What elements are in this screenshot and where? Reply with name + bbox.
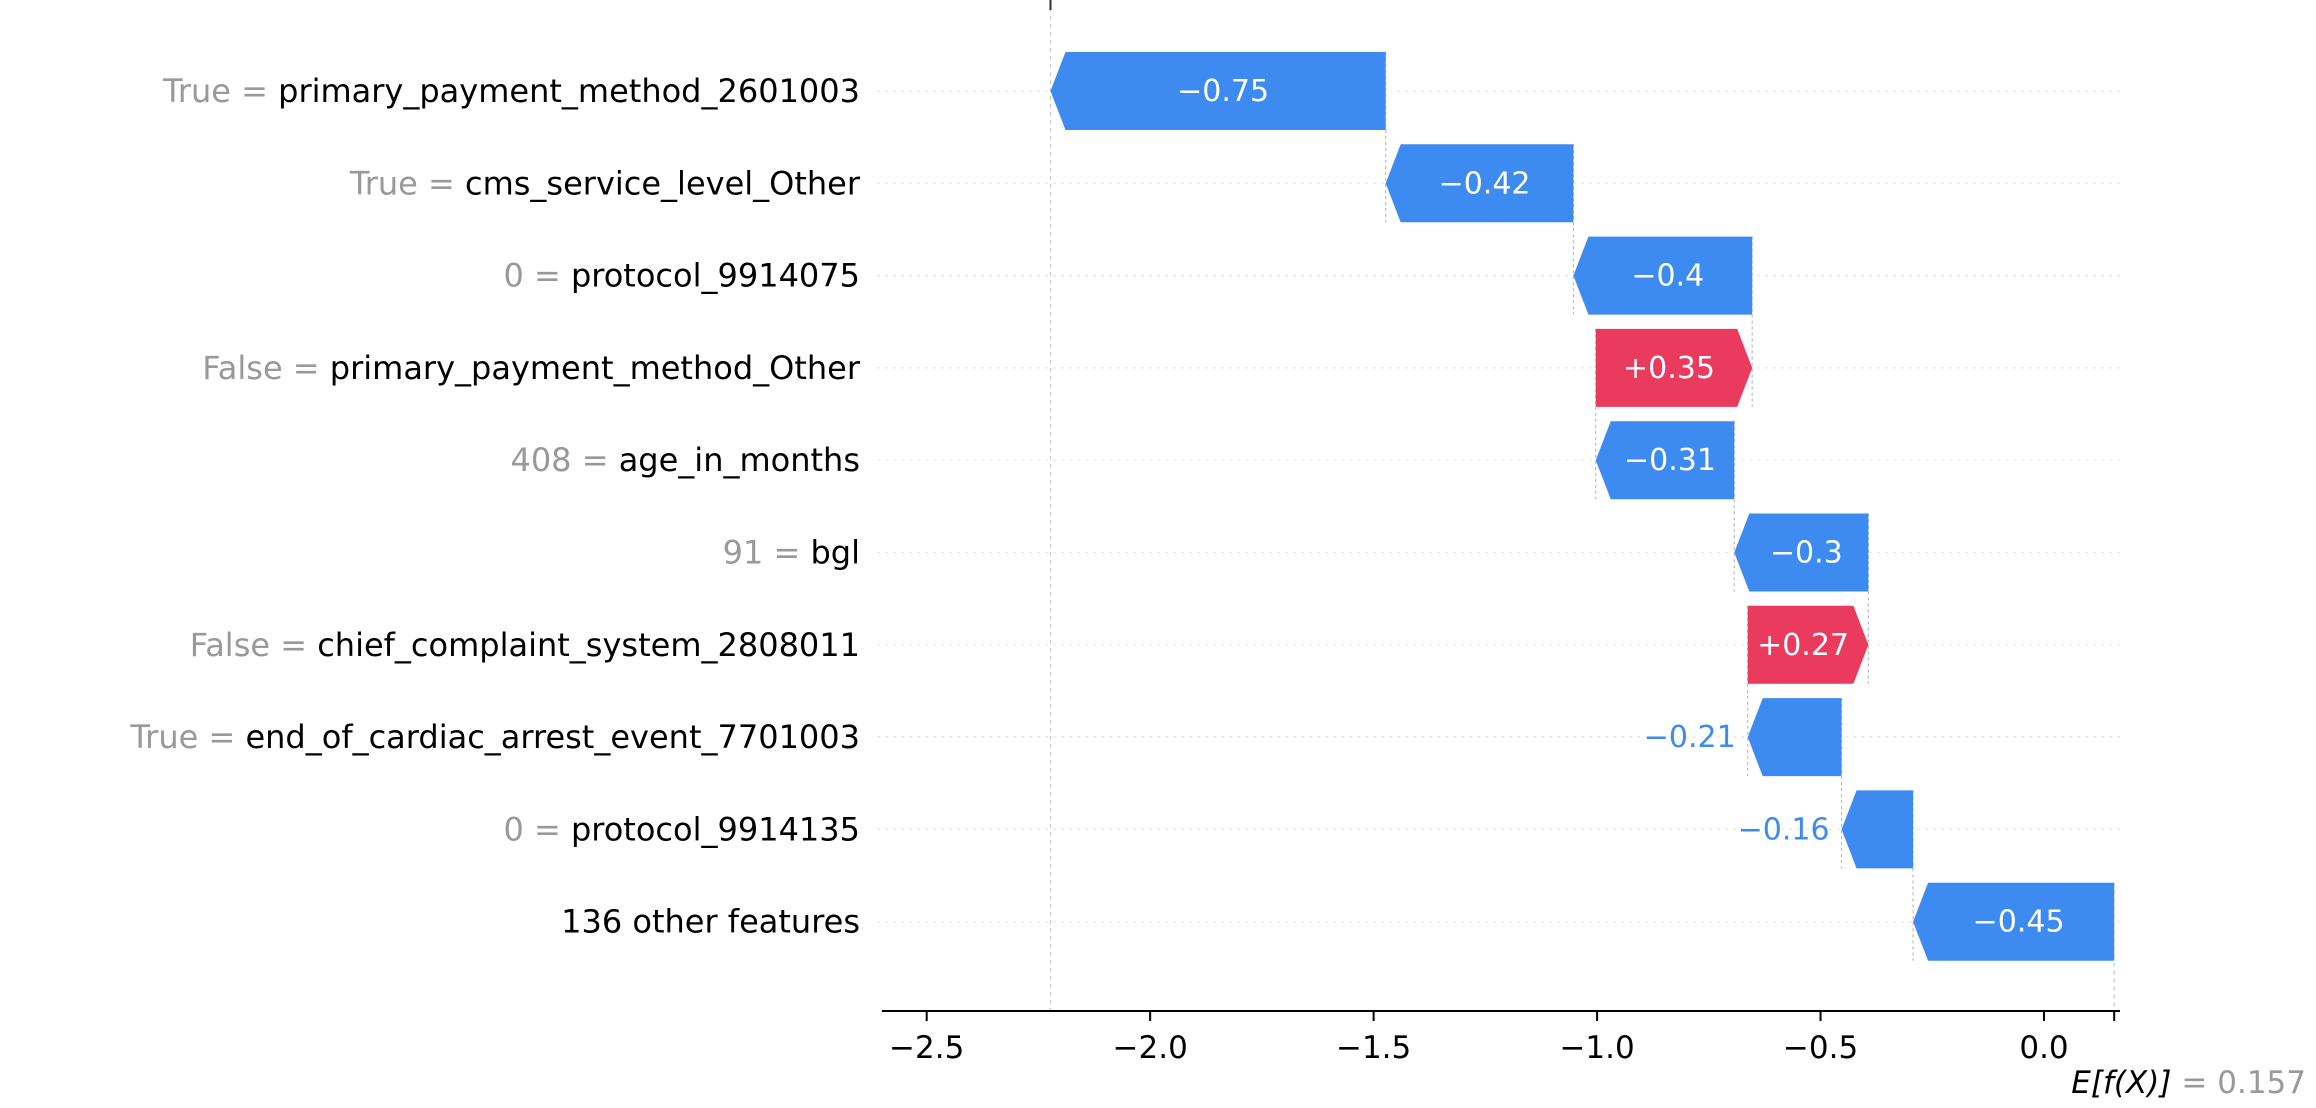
bar-value-label: −0.75 — [1177, 74, 1269, 109]
feature-name: cms_service_level_Other — [465, 164, 861, 202]
equals-sign: = — [231, 72, 278, 110]
feature-name: primary_payment_method_Other — [330, 349, 861, 387]
negative-bar — [1050, 52, 1386, 130]
x-tick-label: −2.5 — [889, 1030, 964, 1066]
feature-value: False — [202, 349, 282, 387]
feature-name: end_of_cardiac_arrest_event_7701003 — [245, 718, 860, 756]
positive-bar — [1595, 328, 1753, 407]
bar-value-label: −0.31 — [1624, 443, 1716, 478]
labels: −0.75 True = primary_payment_method_26010… — [129, 72, 2064, 941]
feature-name: protocol_9914135 — [571, 810, 860, 848]
negative-bar — [1747, 698, 1842, 777]
feature-label: 91 = bgl — [723, 534, 860, 572]
bars — [1050, 52, 2115, 961]
equals-sign: = — [763, 534, 810, 572]
feature-value: 408 — [510, 441, 571, 479]
connectors — [1385, 52, 1914, 961]
base-value-label: E[f(X)] = 0.157 — [2071, 1065, 2306, 1101]
x-axis: −2.5 −2.0 −1.5 −1.0 −0.5 0.0E[f(X)] = 0.157 — [882, 1010, 2306, 1101]
equals-sign: = — [283, 349, 330, 387]
bar-value-label: −0.3 — [1770, 536, 1843, 571]
feature-label: False = chief_complaint_system_2808011 — [190, 626, 860, 664]
x-tick-label: −0.5 — [1783, 1030, 1858, 1066]
feature-label: 408 = age_in_months — [510, 441, 860, 479]
feature-label: 0 = protocol_9914135 — [503, 810, 860, 848]
base-value-name: E[f(X)] — [2071, 1065, 2171, 1101]
x-tick-label: 0.0 — [2019, 1030, 2068, 1066]
x-tick-label: −2.0 — [1113, 1030, 1188, 1066]
feature-label: True = primary_payment_method_2601003 — [162, 72, 860, 110]
reference-lines — [1049, 0, 2115, 1011]
equals-sign: = — [418, 164, 465, 202]
feature-value: 0 — [503, 810, 523, 848]
feature-value: False — [190, 626, 270, 664]
feature-name: protocol_9914075 — [571, 257, 860, 295]
feature-name: age_in_months — [619, 441, 860, 479]
equals-sign: = — [270, 626, 317, 664]
positive-bar — [1747, 605, 1869, 684]
feature-value: True — [162, 72, 231, 110]
bar-value-label: −0.45 — [1973, 905, 2065, 940]
feature-name: 136 other features — [561, 903, 860, 941]
bar-value-label: +0.35 — [1623, 351, 1715, 386]
bar-value-label: −0.16 — [1738, 812, 1830, 847]
feature-label: False = primary_payment_method_Other — [202, 349, 861, 387]
negative-bar — [1595, 421, 1735, 500]
feature-value: 91 — [723, 534, 764, 572]
feature-value: True — [129, 718, 198, 756]
negative-bar — [1841, 790, 1914, 869]
bar-value-label: −0.4 — [1631, 259, 1704, 294]
feature-name: primary_payment_method_2601003 — [278, 72, 860, 110]
feature-label: True = cms_service_level_Other — [349, 164, 861, 202]
negative-bar — [1385, 144, 1574, 223]
negative-bar — [1573, 236, 1753, 315]
x-tick-label: −1.0 — [1559, 1030, 1634, 1066]
x-tick-label: −1.5 — [1336, 1030, 1411, 1066]
feature-label: 0 = protocol_9914075 — [503, 257, 860, 295]
feature-value: True — [349, 164, 418, 202]
negative-bar — [1734, 513, 1869, 592]
feature-name: bgl — [810, 534, 860, 572]
equals-sign: = — [524, 257, 571, 295]
negative-bar — [1913, 882, 2115, 961]
feature-label: True = end_of_cardiac_arrest_event_77010… — [129, 718, 860, 756]
bar-value-label: −0.21 — [1644, 720, 1736, 755]
feature-name: chief_complaint_system_2808011 — [317, 626, 860, 664]
base-value-number: = 0.157 — [2181, 1065, 2306, 1101]
equals-sign: = — [198, 718, 245, 756]
bar-value-label: −0.42 — [1439, 166, 1531, 201]
equals-sign: = — [524, 810, 571, 848]
bar-value-label: +0.27 — [1757, 628, 1849, 663]
equals-sign: = — [572, 441, 619, 479]
feature-value: 0 — [503, 257, 523, 295]
feature-label: 136 other features — [561, 903, 860, 941]
